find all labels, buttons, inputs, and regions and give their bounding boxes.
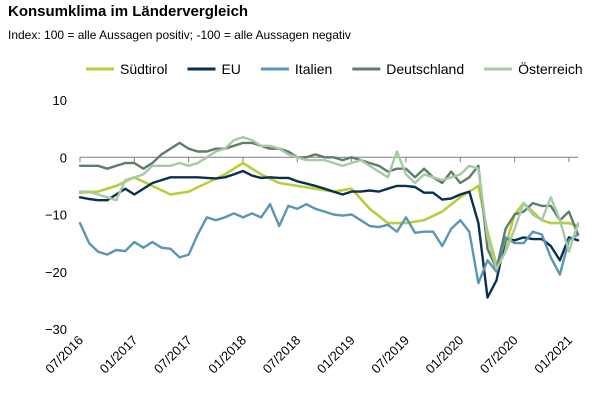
x-tick-label: 07/2020: [477, 333, 521, 377]
legend-label: Italien: [295, 61, 332, 77]
x-tick-label: 01/2017: [97, 333, 141, 377]
chart-title: Konsumklima im Ländervergleich: [8, 3, 249, 20]
x-tick-label: 07/2016: [42, 333, 86, 377]
y-tick-label: 10: [53, 93, 67, 108]
x-tick-label: 07/2018: [260, 333, 304, 377]
y-tick-label: −10: [45, 208, 67, 223]
y-tick-label: −30: [45, 322, 67, 337]
legend: Südtirol EU Italien Deutschland Österreich: [86, 60, 583, 77]
x-tick-label: 07/2019: [368, 333, 412, 377]
x-tick-label: 01/2021: [531, 333, 575, 377]
legend-label: EU: [221, 61, 240, 77]
x-tick-label: 01/2019: [314, 333, 358, 377]
legend-label: Deutschland: [386, 61, 464, 77]
legend-label: Österreich: [518, 60, 583, 77]
series-lines: [78, 136, 580, 299]
x-tick-label: 01/2018: [205, 333, 249, 377]
series-line-eu: [78, 169, 580, 299]
x-tick-label: 07/2017: [151, 333, 195, 377]
chart-subtitle: Index: 100 = alle Aussagen positiv; -100…: [8, 28, 351, 42]
series-line-sterreich: [78, 136, 580, 271]
series-line-italien: [78, 203, 580, 285]
y-tick-label: −20: [45, 265, 67, 280]
y-tick-label: 0: [60, 150, 67, 165]
x-tick-label: 01/2020: [423, 333, 467, 377]
legend-label: Südtirol: [120, 61, 167, 77]
